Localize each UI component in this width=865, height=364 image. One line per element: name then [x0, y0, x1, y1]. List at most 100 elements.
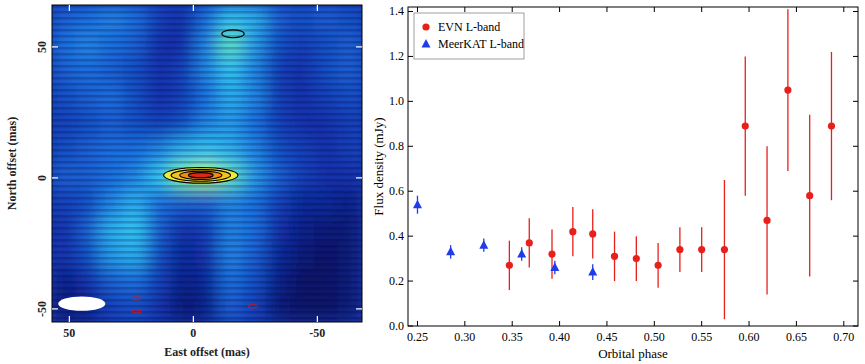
- fringe: [52, 101, 362, 104]
- data-point: [569, 228, 576, 235]
- fringe: [52, 71, 362, 74]
- fringe: [52, 269, 362, 272]
- fringe: [52, 29, 362, 32]
- fringe: [52, 77, 362, 80]
- data-point: [742, 122, 749, 129]
- y-tick-label: 0.6: [389, 184, 404, 198]
- data-point: [589, 230, 596, 237]
- fringe: [52, 23, 362, 26]
- x-tick: [843, 7, 844, 12]
- fringe: [52, 281, 362, 284]
- x-tick: [193, 5, 194, 11]
- x-tick: [559, 321, 560, 326]
- fringe: [52, 293, 362, 296]
- x-tick: [69, 5, 70, 11]
- fringe: [52, 203, 362, 206]
- x-tick: [464, 321, 465, 326]
- x-tick-label: 0.50: [644, 330, 665, 344]
- y-tick: [408, 281, 413, 282]
- x-tick: [796, 321, 797, 326]
- fringe-texture: [52, 5, 362, 320]
- map-cells: [52, 5, 362, 322]
- fringe: [52, 239, 362, 242]
- figure: 500-50-50050East offset (mas)North offse…: [0, 0, 865, 364]
- fringe: [52, 35, 362, 38]
- fringe: [52, 11, 362, 14]
- data-point: [763, 217, 770, 224]
- legend-label: MeerKAT L-band: [438, 37, 524, 51]
- y-axis-label: North offset (mas): [5, 117, 19, 210]
- contour: [222, 30, 244, 38]
- y-tick: [408, 236, 413, 237]
- fringe: [52, 125, 362, 128]
- fringe: [52, 227, 362, 230]
- y-tick-label: 0.4: [389, 229, 404, 243]
- fringe: [52, 257, 362, 260]
- y-tick: [853, 11, 858, 12]
- data-point: [517, 249, 526, 258]
- contour: [188, 173, 213, 178]
- x-tick: [654, 7, 655, 12]
- x-tick: [69, 316, 70, 322]
- beam: [58, 296, 105, 310]
- fringe: [52, 149, 362, 152]
- x-tick: [843, 321, 844, 326]
- plot-area: [413, 9, 835, 319]
- x-tick: [606, 7, 607, 12]
- fringe: [52, 53, 362, 56]
- y-tick-label: 50: [35, 41, 49, 53]
- fringe: [52, 59, 362, 62]
- fringe: [52, 119, 362, 122]
- negative-contour: [131, 297, 141, 300]
- x-tick: [749, 7, 750, 12]
- x-tick: [512, 321, 513, 326]
- legend: EVN L-bandMeerKAT L-band: [414, 13, 524, 59]
- data-point: [655, 262, 662, 269]
- fringe: [52, 263, 362, 266]
- x-axis-label: Orbital phase: [598, 346, 668, 361]
- data-point: [611, 253, 618, 260]
- x-tick: [749, 321, 750, 326]
- y-tick-label: 1.0: [389, 94, 404, 108]
- x-tick: [417, 321, 418, 326]
- y-tick: [853, 101, 858, 102]
- x-tick-label: 0.70: [833, 330, 854, 344]
- x-tick: [796, 7, 797, 12]
- x-tick: [512, 7, 513, 12]
- map-background: [52, 5, 362, 322]
- fringe: [52, 131, 362, 134]
- fringe: [52, 245, 362, 248]
- legend-box: [414, 13, 524, 59]
- data-point: [506, 262, 513, 269]
- x-tick: [317, 5, 318, 11]
- y-tick: [408, 101, 413, 102]
- data-point: [479, 240, 488, 249]
- y-tick: [356, 308, 362, 309]
- x-tick: [464, 7, 465, 12]
- y-tick: [52, 46, 58, 47]
- y-tick: [408, 146, 413, 147]
- data-point: [633, 255, 640, 262]
- y-tick: [853, 326, 858, 327]
- data-point: [698, 246, 705, 253]
- contour: [171, 169, 231, 181]
- fringe: [52, 95, 362, 98]
- fringe: [52, 311, 362, 314]
- series: [413, 196, 597, 280]
- x-tick-label: 50: [63, 326, 75, 340]
- fringe: [52, 65, 362, 68]
- fringe: [52, 143, 362, 146]
- y-tick-label: 0: [35, 175, 49, 181]
- x-tick-label: 0.65: [786, 330, 807, 344]
- data-point: [526, 239, 533, 246]
- fringe: [52, 113, 362, 116]
- x-tick-label: 0.35: [502, 330, 523, 344]
- x-tick-label: 0.25: [407, 330, 428, 344]
- x-tick: [193, 316, 194, 322]
- y-tick-label: 1.2: [389, 49, 404, 63]
- y-tick: [408, 11, 413, 12]
- x-tick-label: 0.60: [739, 330, 760, 344]
- y-tick: [853, 236, 858, 237]
- y-tick: [853, 146, 858, 147]
- fringe: [52, 89, 362, 92]
